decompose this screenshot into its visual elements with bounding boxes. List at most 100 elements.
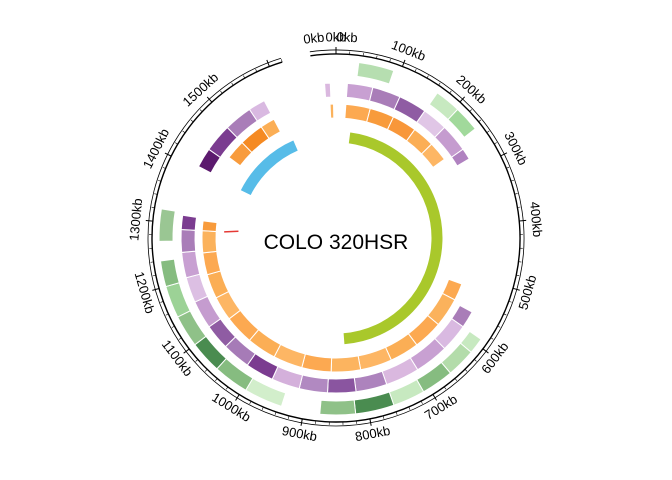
minor-tick	[508, 300, 512, 303]
track-block	[202, 250, 222, 276]
minor-tick	[516, 274, 520, 276]
tick-label: 400kb	[527, 201, 545, 238]
track-block	[329, 103, 335, 119]
minor-tick	[478, 119, 482, 122]
minor-tick	[497, 325, 501, 328]
major-tick	[145, 220, 153, 222]
minor-tick	[490, 337, 494, 340]
minor-tick	[474, 359, 477, 362]
major-tick	[300, 418, 303, 426]
minor-tick	[376, 55, 378, 59]
major-tick	[152, 288, 160, 291]
track-purple	[180, 82, 473, 394]
minor-tick	[510, 179, 514, 182]
major-tick	[500, 152, 508, 157]
minor-tick	[261, 406, 264, 410]
tick-label: 500kb	[515, 273, 539, 311]
minor-tick	[469, 109, 473, 112]
minor-tick	[438, 82, 441, 86]
tick-label: 0kb	[303, 30, 325, 47]
minor-tick	[443, 386, 447, 390]
track-block	[180, 229, 197, 253]
major-tick	[401, 59, 406, 67]
track-block	[353, 391, 395, 415]
track-block	[330, 355, 362, 373]
minor-tick	[454, 378, 458, 381]
minor-tick	[449, 90, 452, 94]
center-title: COLO 320HSR	[264, 231, 409, 254]
track-block	[447, 108, 476, 139]
minor-tick	[162, 167, 166, 169]
track-green	[158, 61, 482, 416]
tick-label: 900kb	[281, 423, 319, 444]
minor-tick	[255, 69, 258, 73]
tick-label: 1300kb	[126, 198, 145, 242]
track-block	[301, 353, 333, 373]
minor-tick	[190, 119, 194, 123]
tick-label: 1100kb	[159, 337, 196, 379]
track-block	[181, 250, 201, 279]
genome-axis	[145, 47, 527, 427]
track-block	[158, 208, 176, 242]
data-tracks	[158, 61, 482, 416]
track-block	[319, 399, 357, 416]
track-block	[345, 82, 374, 102]
minor-tick	[389, 59, 391, 63]
major-tick	[183, 348, 190, 354]
track-block	[344, 103, 371, 123]
minor-tick	[420, 400, 423, 404]
tick-label: 1200kb	[132, 270, 158, 315]
minor-tick	[408, 406, 411, 410]
track-block	[165, 282, 191, 318]
track-block	[357, 346, 392, 371]
link	[224, 230, 239, 233]
minor-tick	[215, 378, 218, 382]
minor-tick	[506, 166, 510, 169]
minor-tick	[171, 325, 175, 328]
axis-line	[151, 53, 521, 423]
minor-tick	[225, 386, 229, 390]
major-tick	[459, 96, 466, 103]
minor-tick	[514, 193, 518, 195]
minor-tick	[174, 142, 178, 145]
minor-tick	[274, 411, 277, 415]
minor-tick	[249, 401, 252, 405]
minor-tick	[287, 415, 290, 419]
track-block	[388, 378, 425, 406]
minor-tick	[152, 274, 156, 277]
minor-tick	[382, 415, 385, 419]
minor-tick	[503, 313, 507, 316]
minor-tick	[160, 301, 164, 303]
track-block	[260, 118, 282, 140]
track-block	[239, 139, 300, 197]
tick-label: 1500kb	[180, 70, 222, 110]
minor-tick	[426, 75, 429, 79]
track-block	[342, 131, 444, 346]
track-block	[159, 258, 180, 288]
track-block	[356, 61, 395, 85]
minor-tick	[220, 90, 223, 94]
minor-tick	[281, 59, 283, 63]
track-block	[248, 99, 272, 122]
tick-label: 1000kb	[209, 390, 253, 425]
minor-tick	[204, 369, 208, 372]
major-tick	[164, 152, 172, 157]
minor-tick	[158, 180, 162, 182]
minor-tick	[464, 369, 468, 372]
major-tick	[519, 219, 527, 222]
minor-tick	[243, 75, 246, 79]
track-orange	[201, 103, 463, 373]
major-tick	[266, 59, 270, 67]
track-block	[180, 214, 198, 231]
tick-label: 300kb	[501, 129, 530, 167]
track-inner	[239, 131, 444, 346]
minor-tick	[178, 337, 182, 340]
minor-tick	[494, 142, 497, 145]
tick-label: 600kb	[478, 339, 511, 376]
tick-label: 0kb	[326, 29, 347, 44]
minor-tick	[199, 109, 203, 112]
major-tick	[432, 394, 438, 401]
major-tick	[235, 394, 240, 401]
minor-tick	[486, 130, 490, 133]
